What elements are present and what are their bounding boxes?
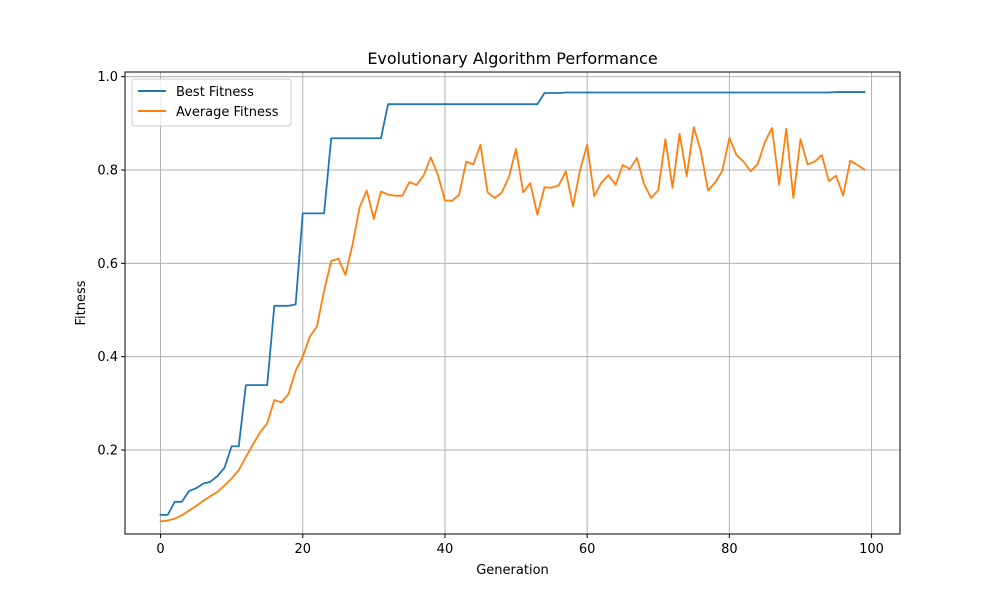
y-tick-label: 0.8 <box>97 164 118 179</box>
series-line-best-fitness <box>159 91 866 516</box>
x-tick-label: 0 <box>156 542 164 557</box>
x-tick-label: 60 <box>579 542 596 557</box>
y-tick-label: 0.4 <box>97 350 118 365</box>
plot-frame <box>124 71 901 535</box>
x-tick-label: 40 <box>437 542 454 557</box>
x-tick-label: 20 <box>294 542 311 557</box>
y-tick-label: 0.2 <box>97 444 118 459</box>
series-layer <box>159 91 866 523</box>
legend-label-best-fitness: Best Fitness <box>176 85 254 100</box>
y-tick-label: 0.6 <box>97 257 118 272</box>
y-axis-label: Fitness <box>74 280 89 325</box>
legend-label-average-fitness: Average Fitness <box>176 105 279 120</box>
legend-box <box>131 78 292 127</box>
x-tick-label: 100 <box>859 542 884 557</box>
x-axis-label: Generation <box>476 563 549 578</box>
grid <box>125 72 900 534</box>
ticks: 0 20 40 60 80 100 0.2 0.4 0.6 0.8 1.0 <box>97 70 884 557</box>
series-line-average-fitness <box>159 126 866 523</box>
legend: Best Fitness Average Fitness <box>131 78 292 127</box>
x-tick-label: 80 <box>721 542 738 557</box>
y-tick-label: 1.0 <box>97 70 118 85</box>
chart-title: Evolutionary Algorithm Performance <box>367 49 657 68</box>
